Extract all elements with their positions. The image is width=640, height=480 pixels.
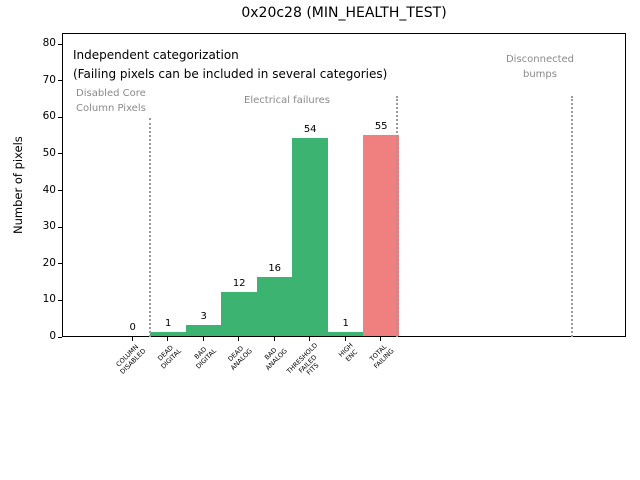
bar-value-label: 1 — [165, 318, 172, 330]
annotation-line-1: Independent categorization — [73, 48, 239, 62]
bar-bad-analog — [256, 277, 293, 336]
y-tick-label: 80 — [42, 37, 56, 49]
x-tick-mark — [202, 337, 204, 341]
x-tick-mark — [273, 337, 275, 341]
x-tick-label-column-disabled: COLUMN DISABLED — [114, 342, 147, 376]
x-tick-mark — [309, 337, 311, 341]
y-tick-label: 40 — [42, 183, 56, 196]
x-tick-label-bad-analog: BAD ANALOG — [263, 346, 289, 372]
x-tick-mark — [380, 337, 382, 341]
bar-value-label: 54 — [303, 124, 317, 136]
section-label-disconnected-bumps: Disconnected bumps — [495, 52, 585, 82]
y-tick-mark — [58, 43, 62, 45]
y-tick-mark — [58, 263, 62, 265]
bar-value-label: 55 — [374, 120, 388, 132]
bar-bad-digital — [185, 325, 222, 336]
x-tick-label-dead-analog: DEAD ANALOG — [226, 344, 254, 372]
x-tick-label-high-enc: HIGH ENC — [337, 341, 359, 363]
y-tick-mark — [58, 226, 62, 228]
section-label-line: Column Pixels — [76, 103, 146, 114]
section-label-line: Electrical failures — [244, 95, 330, 106]
section-divider-line-1 — [149, 118, 151, 337]
plot-area: 0 1 3 12 16 54 1 55 — [62, 33, 626, 337]
bar-value-label: 12 — [232, 278, 246, 290]
x-tick-mark — [131, 337, 133, 341]
x-tick-mark — [238, 337, 240, 341]
section-label-line: Disconnected — [505, 54, 575, 65]
y-tick-label: 0 — [49, 330, 56, 342]
section-label-electrical-failures: Electrical failures — [222, 93, 352, 108]
bar-dead-digital — [150, 332, 186, 336]
bar-total-failing — [363, 134, 399, 336]
y-tick-label: 70 — [42, 73, 56, 86]
x-tick-label-bad-digital: BAD DIGITAL — [193, 345, 218, 371]
annotation-line-2: (Failing pixels can be included in sever… — [73, 67, 388, 81]
bar-high-enc — [327, 332, 364, 336]
section-label-line: bumps — [523, 69, 557, 80]
y-tick-label: 60 — [42, 110, 56, 123]
x-tick-label-threshold-failed-fits: THRESHOLD FAILED FITS — [285, 341, 321, 377]
y-tick-label: 30 — [42, 220, 56, 233]
bar-value-label: 3 — [200, 311, 207, 323]
x-tick-label-dead-digital: DEAD DIGITAL — [155, 343, 183, 371]
x-tick-mark — [344, 337, 346, 341]
annotation-text: Independent categorization (Failing pixe… — [73, 46, 387, 84]
section-label-line: Disabled Core — [76, 88, 146, 99]
y-tick-mark — [58, 336, 62, 338]
bar-value-label: 0 — [129, 322, 136, 333]
y-tick-mark — [58, 190, 62, 191]
y-tick-mark — [58, 153, 62, 155]
bar-value-label: 16 — [268, 263, 282, 275]
y-tick-label: 10 — [42, 293, 56, 306]
section-label-disabled-core: Disabled Core Column Pixels — [76, 86, 146, 116]
x-tick-label-total-failing: TOTAL FAILING — [368, 342, 396, 370]
chart-title: 0x20c28 (MIN_HEALTH_TEST) — [241, 5, 447, 21]
x-tick-mark — [167, 337, 169, 341]
y-tick-mark — [58, 80, 62, 82]
bar-dead-analog — [221, 292, 257, 336]
section-divider-line-2 — [396, 96, 398, 337]
y-tick-label: 50 — [42, 146, 56, 159]
y-tick-label: 20 — [42, 256, 56, 269]
y-tick-mark — [58, 116, 62, 118]
bar-value-label: 1 — [342, 318, 349, 330]
y-tick-mark — [58, 299, 62, 301]
section-divider-line-3 — [571, 96, 573, 337]
bar-threshold-failed-fits — [292, 138, 328, 336]
